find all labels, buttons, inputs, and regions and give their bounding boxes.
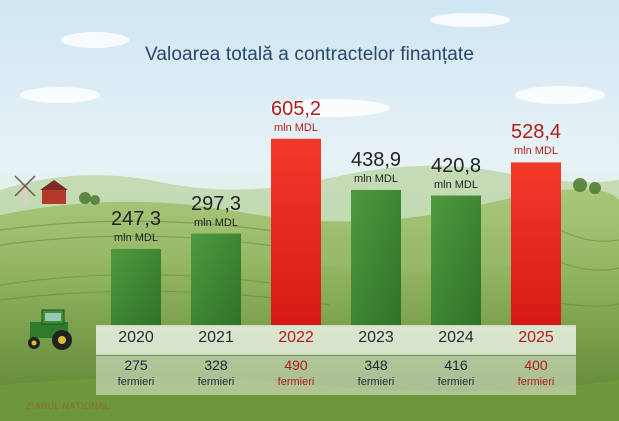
x-tick-label-2024: 2024 <box>438 329 474 346</box>
farm-buildings <box>14 175 68 204</box>
value-label-2023: 438,9 <box>350 148 402 171</box>
x-tick-label-2020: 2020 <box>118 329 154 346</box>
x-axis-band <box>96 325 576 355</box>
farmer-label-2021: fermieri <box>197 376 235 388</box>
bar-2022 <box>271 138 321 325</box>
unit-label-2025: mln MDL <box>513 145 558 158</box>
bar-2020 <box>111 248 161 325</box>
unit-label-2022: mln MDL <box>273 121 318 134</box>
farmer-label-2024: fermieri <box>437 376 475 388</box>
farmer-count-2021: 328 <box>204 357 228 373</box>
value-label-2020: 247,3 <box>110 207 162 230</box>
farmer-count-2025: 400 <box>524 357 548 373</box>
bar-2023 <box>351 189 401 325</box>
value-label-2021: 297,3 <box>190 192 242 215</box>
farmer-count-band <box>96 356 576 395</box>
tractor-icon <box>28 309 72 350</box>
farmer-label-2022: fermieri <box>277 376 315 388</box>
unit-label-2024: mln MDL <box>433 178 478 191</box>
clouds <box>20 13 605 117</box>
x-tick-label-2025: 2025 <box>518 329 554 346</box>
value-label-2022: 605,2 <box>270 97 322 120</box>
watermark-logo: ZIARUL NAȚIONAL <box>26 401 110 411</box>
farmer-count-2022: 490 <box>284 357 308 373</box>
bar-2025 <box>511 162 561 325</box>
bar-2021 <box>191 233 241 325</box>
farmer-count-2020: 275 <box>124 357 148 373</box>
x-tick-label-2023: 2023 <box>358 329 394 346</box>
unit-label-2020: mln MDL <box>113 231 158 244</box>
farmer-label-2025: fermieri <box>517 376 555 388</box>
farmer-label-2023: fermieri <box>357 376 395 388</box>
farmer-count-2024: 416 <box>444 357 468 373</box>
x-tick-label-2021: 2021 <box>198 329 234 346</box>
unit-label-2021: mln MDL <box>193 216 238 229</box>
x-tick-label-2022: 2022 <box>278 329 314 346</box>
bar-2024 <box>431 195 481 325</box>
watermark-text: ZIARUL NAȚIONAL <box>26 401 110 411</box>
chart-title: Valoarea totală a contractelor finanțate <box>145 44 474 65</box>
unit-label-2023: mln MDL <box>353 172 398 185</box>
value-label-2025: 528,4 <box>510 121 562 144</box>
farmer-label-2020: fermieri <box>117 376 155 388</box>
value-label-2024: 420,8 <box>430 154 482 177</box>
farmer-count-2023: 348 <box>364 357 388 373</box>
